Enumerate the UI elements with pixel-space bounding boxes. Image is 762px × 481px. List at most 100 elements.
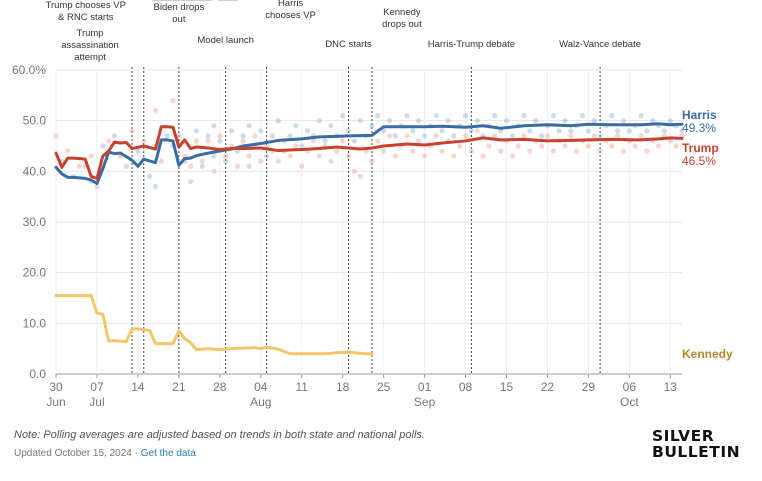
poll-dot-trump [421,153,428,159]
poll-dot-harris [386,118,393,124]
poll-dot-harris [392,133,398,139]
poll-dot-harris [644,128,650,134]
poll-dot-harris [521,113,527,119]
event-label: Kennedy [383,7,421,18]
poll-dot-harris [258,128,264,134]
logo-line-2: BULLETIN [652,443,741,461]
poll-dot-harris [287,133,293,139]
poll-dot-trump [299,163,305,169]
x-tick-label: 28 [213,380,227,394]
poll-dot-trump [468,148,474,154]
poll-dot-harris [585,128,591,134]
poll-dot-trump [474,128,480,134]
poll-dot-harris [538,133,545,139]
series-line-trump [54,125,684,180]
poll-dot-harris [293,123,299,129]
poll-dot-harris [410,128,416,134]
poll-dot-harris [556,128,562,134]
series-value-trump: 46.5% [682,154,716,168]
event-label: Biden drops [154,2,205,13]
poll-dot-harris [240,133,246,139]
poll-dot-harris [246,123,252,129]
poll-dot-trump [275,158,281,164]
gridlines [55,69,682,375]
poll-dot-trump [644,148,650,154]
footnote: Note: Polling averages are adjusted base… [14,429,425,441]
poll-dot-trump [515,143,521,149]
poll-dot-trump [234,163,240,169]
poll-dot-harris [597,133,603,139]
poll-dot-trump [562,143,568,149]
poll-dot-harris [661,128,668,134]
poll-dot-trump [492,133,498,139]
poll-dot-trump [141,138,147,144]
series-label-kennedy: Kennedy [682,347,733,361]
poll-dot-harris [416,118,422,124]
poll-dot-trump [433,133,439,139]
poll-dot-trump [205,138,211,144]
poll-dot-harris [217,138,223,144]
poll-dot-harris [345,128,352,134]
poll-dot-trump [585,143,591,149]
poll-dot-harris [357,118,363,124]
poll-dot-trump [509,153,515,159]
x-tick-label: 08 [459,380,473,394]
poll-dot-harris [211,153,217,159]
event-label: chooses VP [265,10,316,21]
poll-dots [53,97,685,190]
poll-dot-trump [316,153,322,159]
poll-dot-trump [176,133,182,139]
poll-dot-trump [334,148,340,154]
poll-dot-harris [322,138,328,144]
poll-dot-trump [521,133,527,139]
poll-dot-trump [568,133,574,139]
y-tick-label: 20.0 [23,266,47,280]
poll-dot-trump [152,107,159,114]
poll-dot-trump [667,138,673,144]
get-the-data-link[interactable]: Get the data [140,448,196,459]
y-tick-label: 30.0 [23,215,47,229]
poll-dot-harris [667,118,673,124]
poll-dot-trump [158,158,164,164]
poll-dot-trump [246,153,252,159]
polling-average-chart: 60.0% 50.0 40.0 30.0 20.0 10.0 0.0 30 07 14 21 28 0… [12,0,733,409]
poll-dot-harris [147,173,153,179]
poll-dot-harris [615,128,621,134]
poll-dot-harris [328,123,334,129]
poll-dot-trump [258,158,264,164]
poll-dot-harris [562,118,568,124]
poll-dot-trump [451,153,457,159]
poll-dot-trump [386,133,393,139]
poll-dot-harris [187,178,194,185]
poll-dot-trump [293,143,299,149]
event-label: assassination [61,40,119,51]
poll-dot-harris [193,128,200,134]
event-label: attempt [74,52,106,63]
series-label-harris: Harris [682,108,717,122]
poll-dot-harris [445,118,451,124]
event-label: Harris [278,0,304,9]
poll-dot-trump [632,143,638,149]
poll-dot-harris [205,133,211,139]
poll-dot-harris [340,113,346,119]
poll-dot-trump [574,148,580,154]
event-label: Model launch [197,35,254,46]
poll-dot-harris [503,118,510,124]
poll-dot-harris [568,128,574,134]
event-label: Walz-Vance debate [559,39,641,50]
poll-dot-trump [357,173,363,179]
poll-dot-harris [135,148,141,154]
x-tick-label: 18 [336,380,350,394]
month-label: Sep [414,395,436,409]
poll-dot-trump [375,138,381,144]
event-label: out [172,14,186,25]
x-tick-label: 21 [172,380,186,394]
y-axis: 60.0% 50.0 40.0 30.0 20.0 10.0 0.0 [12,63,46,381]
poll-dot-trump [486,143,492,149]
poll-dot-harris [591,118,597,124]
poll-dot-trump [615,133,621,139]
poll-dot-trump [328,158,334,164]
y-tick-label: 40.0 [23,164,47,178]
month-label: Jul [89,395,104,409]
x-tick-label: 22 [541,380,555,394]
